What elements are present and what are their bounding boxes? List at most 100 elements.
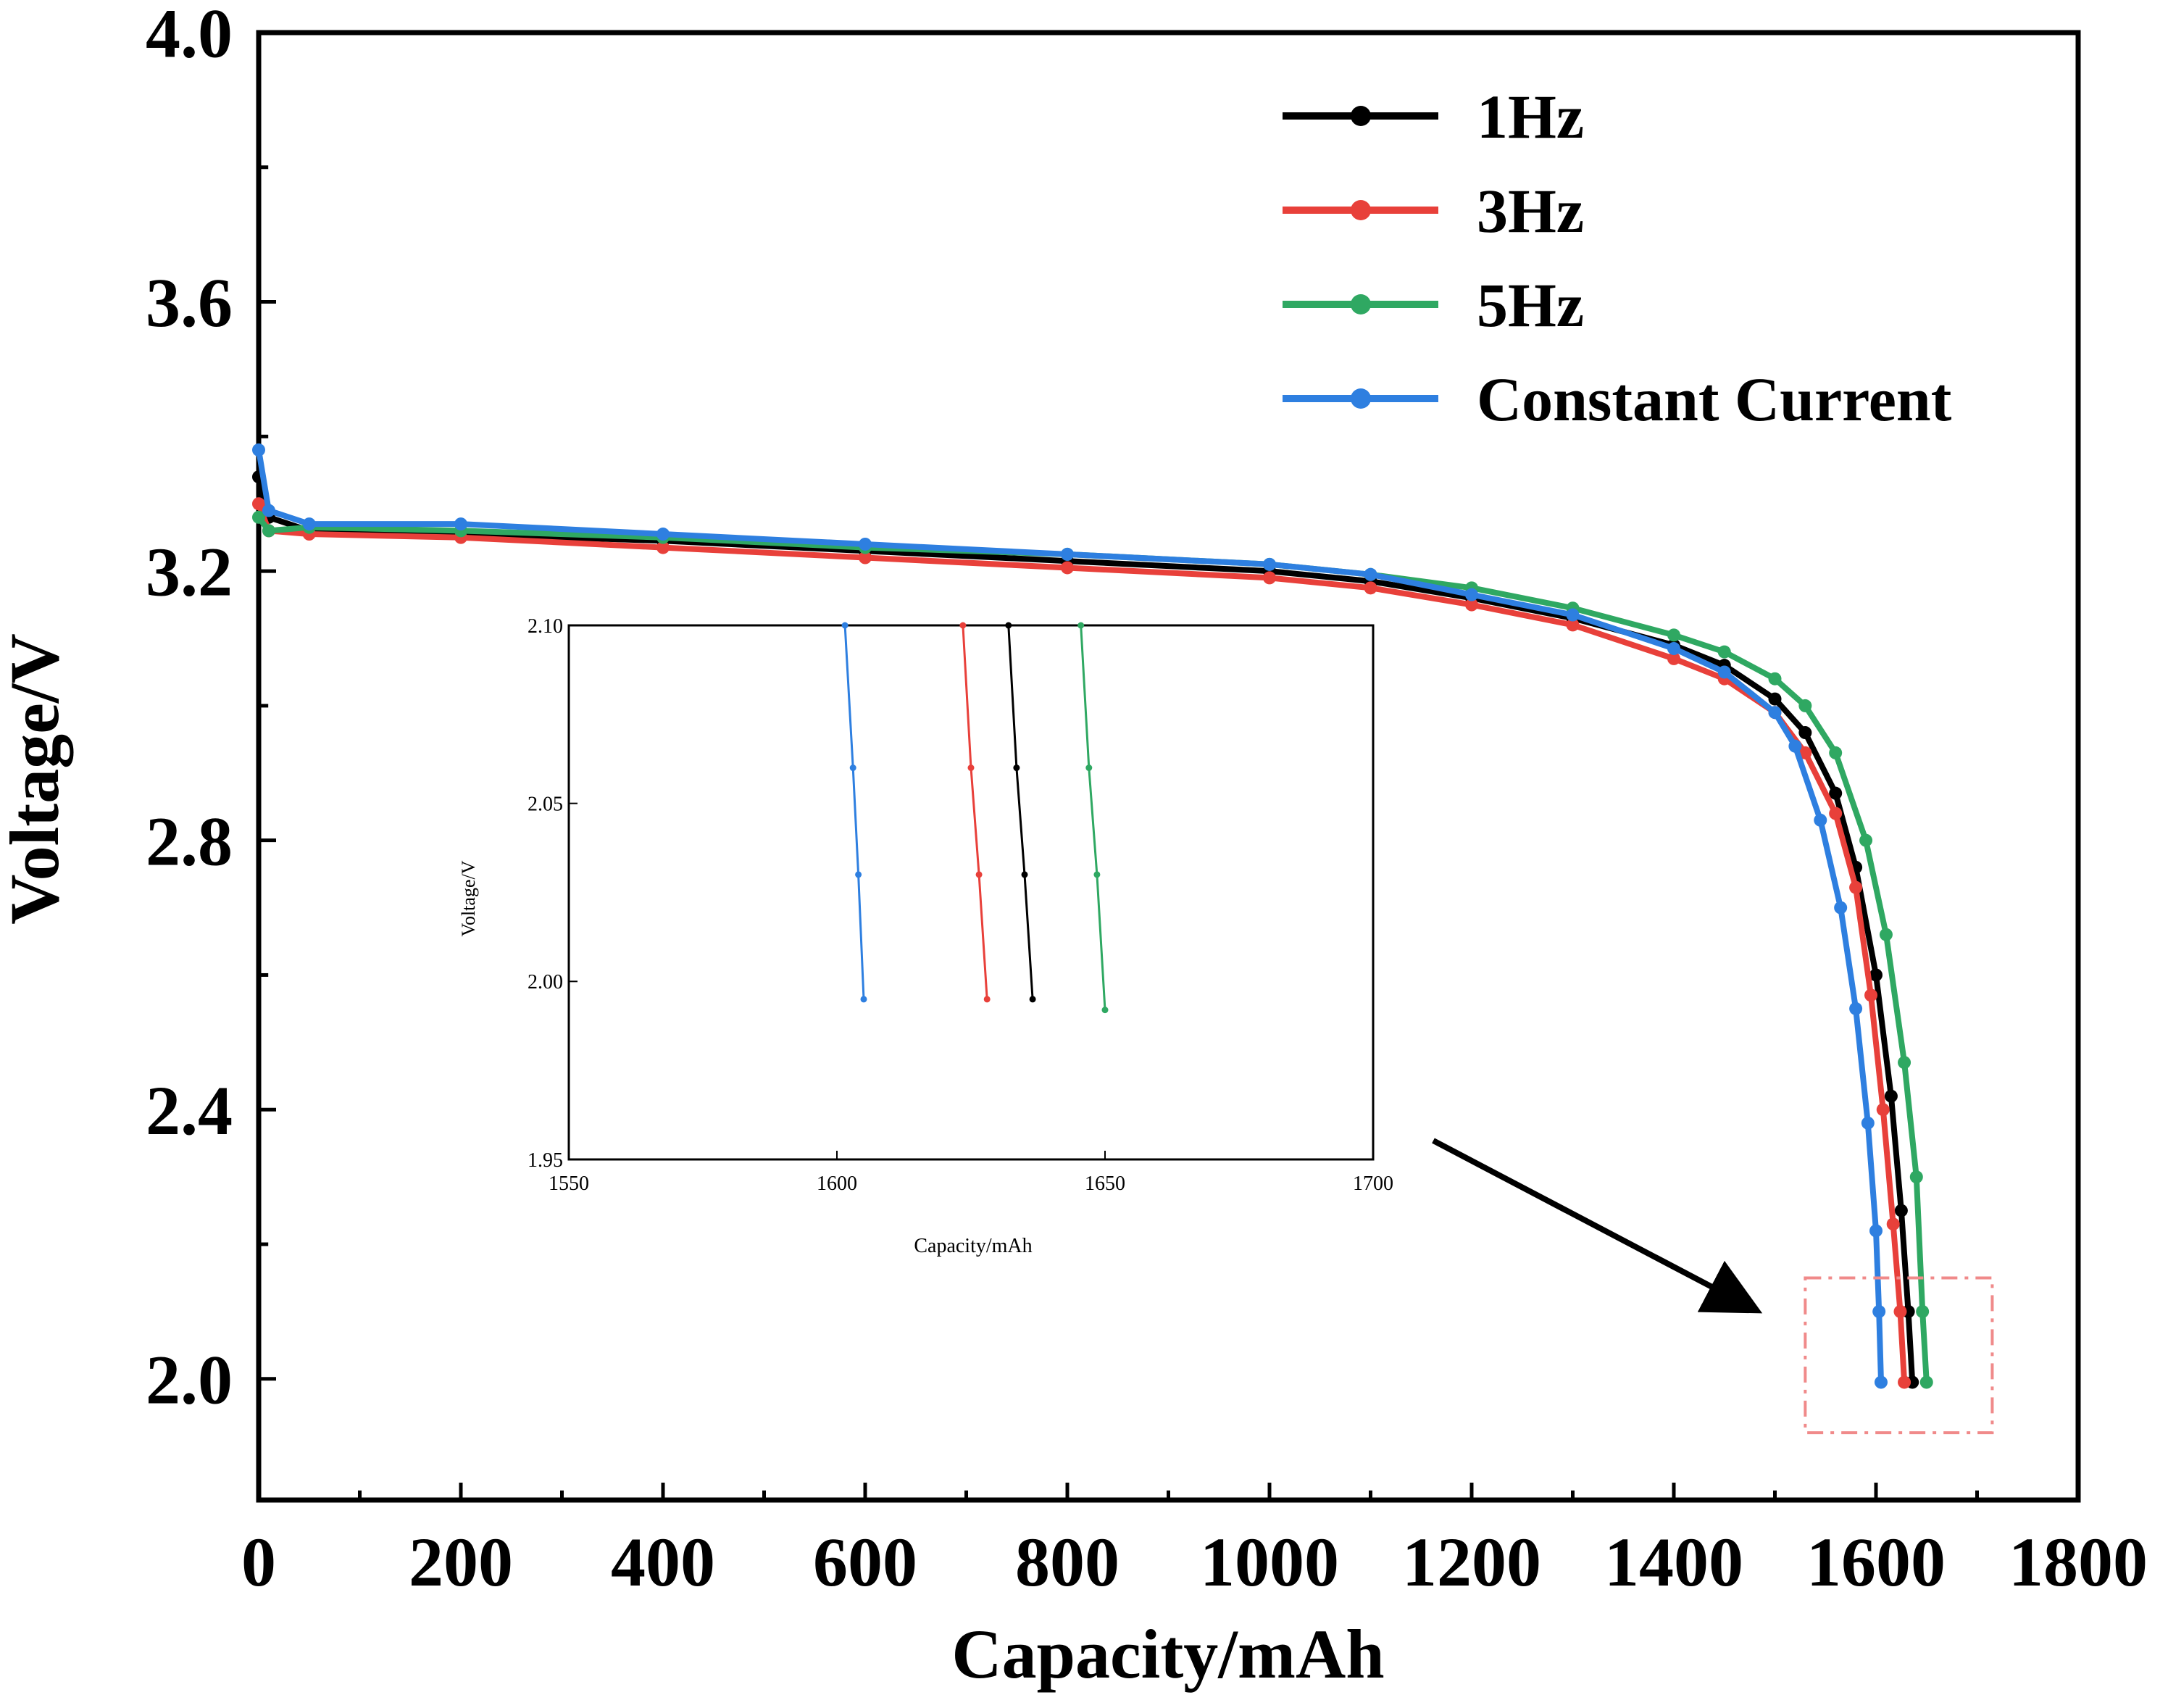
data-point-constant-current [1364, 567, 1377, 581]
y-tick-label: 2.8 [146, 802, 233, 880]
data-point-constant-current [252, 443, 265, 457]
data-point-3hz [983, 996, 991, 1003]
data-point-3hz [959, 622, 967, 629]
y-tick-label: 2.05 [528, 793, 563, 815]
x-tick-label: 1550 [549, 1172, 589, 1195]
data-point-3hz [1263, 571, 1276, 585]
data-point-3hz [1364, 581, 1377, 595]
data-point-constant-current [1465, 588, 1478, 601]
x-tick-label: 1600 [1806, 1523, 1946, 1601]
x-tick-label: 800 [1015, 1523, 1120, 1601]
y-tick-label: 3.2 [146, 533, 233, 611]
data-point-3hz [656, 541, 670, 554]
main-plot: 0 200 400 600 800 1000 1200 1400 1600 1800 2.0 2.4 2… [146, 0, 2148, 1601]
data-point-5hz [1085, 765, 1093, 772]
y-tick-label: 2.4 [146, 1072, 233, 1149]
x-axis-title: Capacity/mAh [951, 1615, 1384, 1693]
data-point-1hz [1894, 1204, 1908, 1217]
data-point-3hz [967, 765, 975, 772]
series-line-1hz [256, 476, 1916, 1383]
data-point-3hz [1898, 1375, 1911, 1389]
data-point-3hz [1465, 598, 1478, 612]
legend-label-constant-current: Constant Current [1477, 364, 1952, 434]
data-point-constant-current [1788, 739, 1802, 753]
plot-frame [567, 624, 1375, 1161]
data-point-5hz [262, 524, 275, 538]
data-point-constant-current [454, 517, 467, 531]
data-point-constant-current [1861, 1116, 1875, 1130]
data-point-1hz [1829, 786, 1843, 800]
series-line-3hz [256, 502, 1908, 1383]
data-point-constant-current [1814, 813, 1827, 827]
data-point-3hz [1798, 746, 1812, 759]
data-point-5hz [1829, 746, 1843, 759]
inset-y-axis-title: Voltage/V [458, 860, 479, 936]
data-point-3hz [1864, 988, 1878, 1002]
data-point-5hz [1077, 622, 1085, 629]
data-point-3hz [1876, 1103, 1890, 1117]
data-point-1hz [1013, 765, 1020, 772]
data-point-1hz [1005, 622, 1012, 629]
x-tick-label: 0 [241, 1523, 276, 1601]
data-point-3hz [1849, 880, 1863, 894]
data-point-constant-current [855, 871, 862, 878]
highlight-box [1804, 1276, 1994, 1435]
legend: 1Hz 3Hz 5Hz Constant Current [1283, 82, 1952, 434]
data-point-3hz [1893, 1304, 1907, 1318]
data-point-5hz [1768, 672, 1782, 686]
y-tick-label: 4.0 [146, 0, 233, 72]
data-point-5hz [1667, 628, 1680, 642]
data-point-1hz [1798, 726, 1812, 740]
data-point-3hz [1667, 651, 1680, 665]
data-point-constant-current [302, 517, 316, 531]
data-point-5hz [1916, 1304, 1930, 1318]
data-point-5hz [1101, 1007, 1109, 1014]
y-tick-label: 1.95 [528, 1149, 563, 1172]
data-point-5hz [1879, 928, 1893, 941]
data-point-constant-current [1849, 1001, 1863, 1015]
legend-label-5hz: 5Hz [1477, 270, 1584, 340]
data-point-5hz [1919, 1375, 1933, 1389]
data-point-5hz [1909, 1170, 1923, 1184]
data-point-constant-current [1834, 901, 1848, 915]
legend-marker-3hz [1351, 200, 1371, 220]
data-point-3hz [252, 497, 265, 511]
y-tick-label: 2.00 [528, 971, 563, 993]
legend-marker-1hz [1351, 106, 1371, 126]
data-point-3hz [1886, 1217, 1900, 1231]
x-tick-label: 1400 [1604, 1523, 1743, 1601]
series-line-3hz [962, 625, 988, 999]
x-tick-label: 1000 [1200, 1523, 1339, 1601]
y-tick-label: 2.0 [146, 1341, 233, 1418]
x-tick-label: 1200 [1402, 1523, 1541, 1601]
y-axis-title: Voltage/V [0, 633, 73, 925]
series-line-1hz [1007, 625, 1034, 999]
x-tick-label: 1700 [1353, 1172, 1393, 1195]
data-point-5hz [1093, 871, 1101, 878]
data-point-3hz [975, 871, 983, 878]
data-point-constant-current [841, 622, 849, 629]
data-point-1hz [1029, 996, 1036, 1003]
data-point-3hz [859, 551, 872, 565]
data-point-constant-current [1263, 557, 1276, 571]
inset-x-axis-title: Capacity/mAh [914, 1235, 1032, 1257]
x-tick-label: 1600 [817, 1172, 857, 1195]
data-point-constant-current [859, 537, 872, 551]
legend-label-1hz: 1Hz [1477, 82, 1584, 151]
legend-marker-5hz [1351, 294, 1371, 314]
series-line-constant-current [843, 625, 865, 999]
inset-plot: 1550 1600 1650 1700 1.95 2.00 2.05 2.10 [528, 615, 1393, 1195]
x-tick-label: 1800 [2009, 1523, 2148, 1601]
x-tick-label: 200 [409, 1523, 513, 1601]
data-point-constant-current [1061, 547, 1074, 561]
series-line-constant-current [256, 449, 1884, 1383]
data-point-1hz [1884, 1089, 1898, 1103]
x-tick-label: 400 [611, 1523, 715, 1601]
y-tick-label: 2.10 [528, 615, 563, 638]
data-point-3hz [1061, 561, 1074, 575]
data-point-5hz [1717, 645, 1731, 659]
legend-label-3hz: 3Hz [1477, 176, 1584, 246]
data-point-3hz [1566, 618, 1580, 632]
series-line-5hz [1080, 625, 1106, 1010]
